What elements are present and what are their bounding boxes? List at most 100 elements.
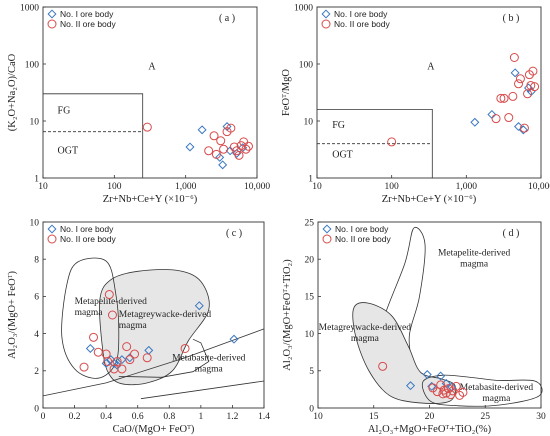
x-tick-label: 0.6 (132, 412, 144, 422)
data-point-circle (122, 342, 132, 352)
y-tick-label: 25 (305, 218, 315, 228)
y-tick-label: 100 (25, 60, 40, 70)
x-tick-label: 0.2 (69, 412, 81, 422)
data-point-circle (496, 93, 506, 103)
data-point-circle (499, 93, 509, 103)
x-tick-label: 100 (107, 182, 122, 192)
data-point-circle (125, 355, 135, 365)
data-point-diamond (112, 360, 122, 370)
metapelite-field (61, 257, 120, 379)
legend-entry: No. II ore body (60, 234, 117, 244)
data-point-circle (441, 388, 451, 398)
data-point-circle (436, 380, 446, 390)
legend-entry: No. II ore body (335, 234, 392, 244)
x-tick-label: 100 (385, 182, 400, 192)
data-point-circle (219, 144, 229, 154)
data-point-diamond (427, 381, 437, 391)
field-label-metabasite: Metabasite-derived magma (172, 354, 246, 375)
legend-entry: No. I ore body (60, 224, 114, 234)
y-tick-label: 20 (305, 256, 315, 266)
y-tick-label: 0 (309, 404, 314, 414)
x-tick-label: 1,000 (175, 182, 197, 192)
legend-circle-icon (47, 234, 57, 244)
lower-boundary-curve (42, 328, 265, 397)
x-tick-label: 1,000 (456, 182, 478, 192)
data-point-circle (523, 89, 533, 99)
x-tick-label: 15 (369, 412, 379, 422)
data-point-circle (103, 357, 113, 366)
data-point-circle (514, 79, 524, 89)
y-tick-label: 100 (299, 60, 314, 70)
x-tick-label: 25 (481, 412, 491, 422)
data-point-circle (515, 74, 525, 84)
y-tick-label: 5 (309, 367, 314, 377)
y-tick-label: 10 (30, 218, 40, 228)
data-point-circle (451, 381, 461, 391)
data-point-diamond (194, 301, 204, 311)
y-tick-label: 10 (30, 117, 40, 127)
panel-c: Metapelite-derived magma Metagreywacke-der… (7, 218, 270, 435)
data-point-diamond (85, 343, 95, 353)
data-point-diamond (218, 160, 228, 170)
y-tick-label: 10 (305, 330, 315, 340)
plot-frame (42, 221, 265, 409)
data-point-circle (241, 144, 251, 154)
field-label-fg: FG (58, 106, 71, 117)
field-label-metabasite: Metabasite-derived magma (460, 383, 534, 404)
data-point-circle (89, 332, 99, 342)
data-point-circle (509, 53, 519, 63)
plot-frame (42, 6, 258, 179)
legend-diamond-icon (322, 224, 332, 234)
y-tick-label: 6 (34, 293, 39, 303)
data-point-circle (112, 357, 122, 366)
data-point-diamond (185, 142, 195, 152)
legend-diamond-icon (47, 9, 57, 19)
panel-label: ( d ) (503, 228, 520, 239)
legend-circle-icon (322, 234, 332, 244)
data-point-circle (504, 113, 514, 123)
x-tick-label: 10 (38, 182, 48, 192)
legend-diamond-icon (321, 9, 331, 19)
data-point-circle (142, 353, 152, 363)
y-axis-label: Al₂O₃/(MgO+FeOᵀ+TiO₂) (282, 259, 293, 371)
x-tick-label: 10,000 (244, 182, 270, 192)
field-label-ogt: OGT (58, 145, 79, 156)
data-point-circle (528, 66, 538, 76)
series-ore-body-1 (185, 122, 248, 170)
field-label-a: A (148, 62, 156, 73)
data-point-circle (216, 136, 226, 146)
data-point-circle (438, 389, 448, 399)
panel-d: Metapelite-derived magma Metagreywacke-der… (282, 218, 546, 435)
x-axis-label: Al₂O₃+MgO+FeOᵀ+TiO₂(%) (368, 424, 492, 435)
y-axis-label: Al₂O₃/(MgO+ FeOᵀ) (7, 271, 18, 359)
metabasite-boundary-curve (140, 380, 265, 400)
data-point-diamond (436, 371, 446, 381)
y-tick-label: 2 (34, 367, 39, 377)
y-tick-label: 10 (304, 117, 314, 127)
y-axis-label: FeOᵀ/MgO (281, 69, 292, 116)
data-point-circle (79, 362, 89, 372)
data-point-diamond (510, 68, 520, 78)
metagreywacke-field (352, 302, 457, 404)
y-tick-label: 8 (34, 256, 39, 266)
panel-label: ( c ) (226, 228, 242, 239)
data-point-diamond (422, 370, 432, 380)
field-label-metagreywacke: Metagreywacke-derived magma (319, 323, 412, 344)
data-point-circle (530, 82, 540, 92)
panel-label: ( b ) (503, 13, 520, 24)
x-tick-label: 0.4 (100, 412, 112, 422)
y-tick-label: 1000 (294, 3, 313, 13)
data-point-circle (130, 349, 140, 359)
data-point-circle (226, 123, 236, 133)
data-point-diamond (197, 125, 207, 135)
metagreywacke-field (99, 269, 210, 386)
data-point-circle (107, 310, 117, 320)
series-ore-body-2 (79, 290, 190, 374)
data-point-circle (234, 150, 244, 160)
panel-label: ( a ) (219, 13, 235, 24)
